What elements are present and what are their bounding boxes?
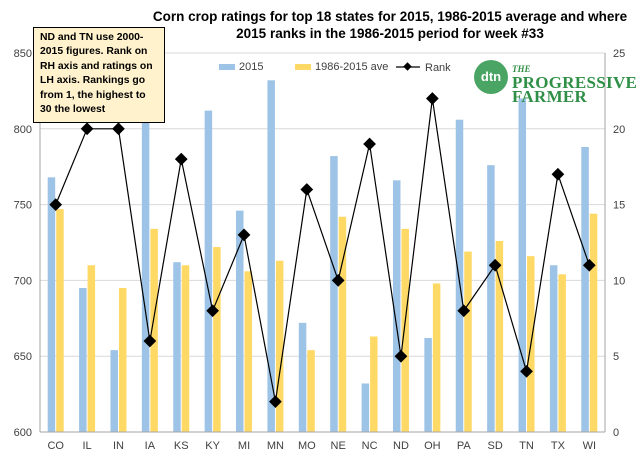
bar-avg-tx — [558, 274, 566, 432]
x-tick-label: ND — [393, 440, 409, 452]
rank-point-tx — [551, 167, 565, 181]
rank-point-mi — [237, 228, 251, 242]
x-tick-label: MO — [298, 440, 316, 452]
bar-2015-nc — [361, 383, 370, 432]
x-tick-label: KY — [205, 440, 220, 452]
y-right-tick-label: 5 — [613, 351, 619, 363]
axes: 600 650 700 750 800 850 0 5 10 15 20 25 CO IL IN IA KS KY… — [14, 48, 626, 452]
bar-2015-il — [79, 287, 87, 432]
x-tick-label: OH — [424, 440, 441, 452]
rank-point-ks — [174, 152, 188, 166]
bar-2015-wi — [581, 146, 589, 432]
logo-text: THE PROGRESSIVE FARMER — [512, 62, 638, 106]
bar-avg-co — [56, 209, 64, 432]
bar-2015-pa — [455, 119, 464, 432]
bar-2015-co — [47, 177, 56, 432]
bar-2015-tn — [518, 98, 527, 432]
logo-name: PROGRESSIVE FARMER — [512, 73, 638, 106]
bar-2015-tx — [549, 265, 558, 432]
rank-point-mo — [300, 183, 314, 196]
bar-2015-ky — [204, 110, 213, 432]
bar-avg-oh — [432, 283, 441, 432]
y-left-tick-label: 800 — [14, 124, 32, 136]
bar-avg-nd — [401, 228, 409, 432]
x-tick-label: TX — [551, 440, 566, 452]
rank-point-ia — [143, 334, 157, 348]
rank-point-ky — [206, 304, 220, 318]
y-right-tick-label: 20 — [613, 124, 625, 136]
chart-title: Corn crop ratings for top 18 states for … — [152, 9, 628, 41]
x-tick-label: TN — [519, 440, 534, 452]
note-box: ND and TN use 2000-2015 figures. Rank on… — [33, 27, 165, 123]
x-tick-label: SD — [487, 440, 502, 452]
bar-2015-in — [110, 350, 118, 432]
legend-label-1: 1986-2015 ave — [315, 61, 388, 73]
bar-avg-ky — [213, 247, 221, 432]
bar-2015-nd — [392, 180, 401, 432]
bar-avg-mo — [307, 350, 315, 432]
x-tick-label: IL — [82, 440, 91, 452]
bar-2015-oh — [424, 338, 432, 432]
rank-point-mn — [269, 395, 282, 409]
y-right-tick-label: 0 — [613, 427, 619, 439]
y-left-tick-label: 600 — [14, 427, 32, 439]
bar-2015-ks — [173, 262, 181, 432]
x-tick-label: WI — [583, 440, 596, 452]
bar-avg-in — [118, 287, 127, 432]
bar-avg-il — [87, 265, 96, 432]
bar-2015-sd — [487, 165, 495, 432]
x-tick-label: KS — [174, 440, 189, 452]
bars — [47, 80, 598, 433]
rank-point-nc — [363, 137, 376, 151]
bar-2015-ia — [141, 122, 150, 433]
bar-avg-pa — [464, 251, 472, 432]
dtn-badge-icon: dtn — [474, 60, 508, 94]
legend-swatch-1 — [295, 64, 311, 70]
bar-avg-sd — [495, 240, 504, 432]
x-tick-label: NC — [362, 440, 378, 452]
bar-avg-ne — [338, 216, 347, 432]
bar-2015-ne — [330, 156, 338, 432]
y-right-tick-label: 15 — [613, 200, 625, 212]
x-tick-label: MN — [267, 440, 284, 452]
rank-point-in — [112, 122, 125, 136]
rank-point-oh — [425, 92, 439, 105]
bar-2015-mi — [236, 210, 244, 432]
x-tick-label: MI — [238, 440, 250, 452]
x-tick-label: IN — [113, 440, 124, 452]
legend-diamond-marker — [403, 62, 412, 71]
x-tick-label: NE — [331, 440, 346, 452]
y-left-tick-label: 700 — [14, 275, 32, 287]
x-tick-label: CO — [47, 440, 64, 452]
rank-point-pa — [457, 304, 471, 318]
legend: 2015 1986-2015 ave Rank — [219, 61, 451, 74]
rank-point-ne — [331, 274, 345, 287]
y-left-tick-label: 650 — [14, 351, 32, 363]
bar-avg-ks — [181, 265, 190, 432]
rank-line-series — [49, 92, 596, 409]
bar-avg-mi — [244, 271, 253, 432]
legend-swatch-0 — [219, 64, 235, 70]
rank-point-nd — [394, 349, 408, 363]
x-tick-label: PA — [457, 440, 472, 452]
legend-label-0: 2015 — [239, 61, 263, 73]
rank-point-il — [80, 122, 94, 136]
legend-label-2: Rank — [425, 62, 451, 74]
y-right-tick-label: 10 — [613, 275, 625, 287]
bar-avg-ia — [150, 228, 158, 432]
y-left-tick-label: 750 — [14, 200, 32, 212]
rank-line — [55, 98, 590, 402]
bar-2015-mo — [298, 322, 307, 432]
bar-avg-wi — [589, 213, 598, 432]
rank-point-co — [49, 198, 63, 211]
bar-avg-mn — [275, 260, 284, 432]
bar-avg-nc — [370, 336, 378, 432]
y-left-tick-label: 850 — [14, 48, 32, 60]
logo-the: THE — [512, 64, 531, 74]
bar-2015-mn — [267, 80, 275, 433]
y-right-tick-label: 25 — [613, 48, 625, 60]
dtn-progressive-farmer-logo: dtn THE PROGRESSIVE FARMER — [466, 58, 637, 105]
x-tick-label: IA — [145, 440, 156, 452]
rank-point-sd — [488, 258, 502, 272]
